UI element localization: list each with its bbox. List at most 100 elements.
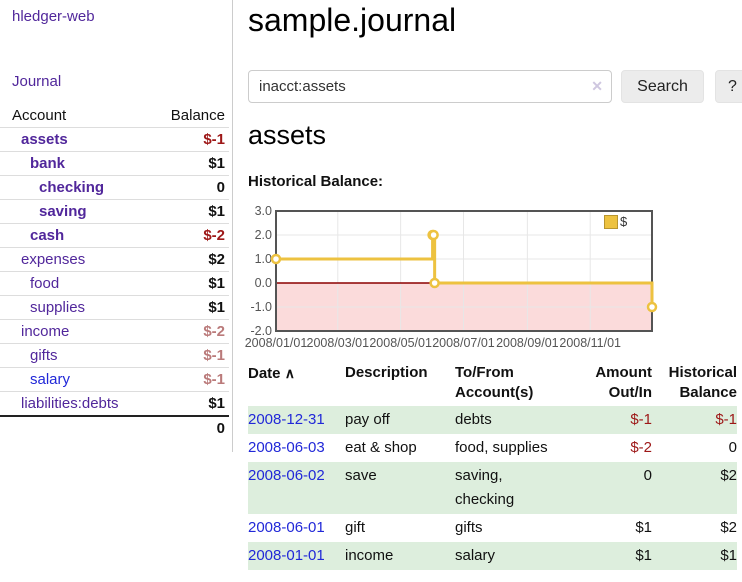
account-row: expenses $2: [0, 248, 229, 272]
sidebar-account-saving[interactable]: saving: [39, 203, 87, 220]
transaction-row[interactable]: 2008-06-01 giftgifts$1$2: [248, 514, 737, 542]
transaction-row[interactable]: 2008-12-31pay offdebts$-1$-1: [248, 406, 737, 434]
transaction-description: income: [345, 542, 455, 570]
y-tick-label: 2.0: [242, 227, 272, 243]
x-tick-label: 2008/01/01: [245, 336, 308, 350]
search-button[interactable]: Search: [621, 70, 704, 103]
transaction-date-link[interactable]: 2008-06-03: [248, 439, 325, 456]
transaction-accounts: food, supplies: [455, 434, 567, 462]
transaction-amount: $1: [567, 514, 652, 542]
y-tick-label: 3.0: [242, 203, 272, 219]
transaction-description: eat & shop: [345, 434, 455, 462]
account-balance: $-2: [154, 224, 229, 248]
page-title: sample.journal: [248, 2, 456, 39]
transaction-date-link[interactable]: 2008-06-01: [248, 519, 325, 536]
account-row: liabilities:debts $1: [0, 392, 229, 417]
transaction-balance: $2: [652, 462, 737, 514]
transaction-description: gift: [345, 514, 455, 542]
transaction-balance: $2: [652, 514, 737, 542]
account-balance: $1: [154, 152, 229, 176]
account-balance: $2: [154, 248, 229, 272]
account-row: bank $1: [0, 152, 229, 176]
account-row: gifts$-1: [0, 344, 229, 368]
accounts-table: Account Balance assets $-1 bank $1 checking 0…: [0, 104, 229, 440]
amount-column-header: Amount Out/In: [567, 360, 652, 406]
sidebar-account-income[interactable]: income: [21, 323, 69, 340]
search-input[interactable]: [248, 70, 612, 103]
account-balance: $1: [154, 392, 229, 417]
transaction-accounts: salary: [455, 542, 567, 570]
series-color-swatch: [604, 215, 618, 229]
transaction-date-link[interactable]: 2008-01-01: [248, 547, 325, 564]
sidebar-account-food[interactable]: food: [30, 275, 59, 292]
register-header-row: Date ∧ Description To/From Account(s) Am…: [248, 360, 737, 406]
chart-title: Historical Balance:: [248, 173, 383, 190]
account-row: income $-2: [0, 320, 229, 344]
search-form: ✕ Search ?: [248, 70, 742, 104]
account-balance: $1: [154, 272, 229, 296]
balance-column-header-register: Historical Balance: [652, 360, 737, 406]
account-row: salary $-1: [0, 368, 229, 392]
y-tick-label: 1.0: [242, 251, 272, 267]
date-column-header[interactable]: Date ∧: [248, 360, 345, 406]
account-balance: $1: [154, 200, 229, 224]
brand-link[interactable]: hledger-web: [12, 8, 95, 25]
main-content: sample.journal ✕ Search ? assets Histori…: [248, 0, 742, 582]
transaction-row[interactable]: 2008-01-01incomesalary$1$1: [248, 542, 737, 570]
account-heading: assets: [248, 120, 326, 151]
account-balance: $-2: [154, 320, 229, 344]
account-row: food $1: [0, 272, 229, 296]
transaction-row[interactable]: 2008-06-02 savesaving, checking0$2: [248, 462, 737, 514]
account-row: supplies $1: [0, 296, 229, 320]
clear-search-icon[interactable]: ✕: [591, 78, 603, 95]
sidebar: hledger-web Journal Account Balance asse…: [0, 0, 233, 452]
sidebar-account-salary[interactable]: salary: [30, 371, 70, 388]
accounts-total-row: 0: [0, 416, 229, 440]
sidebar-account-cash[interactable]: cash: [30, 227, 64, 244]
transaction-balance: $-1: [652, 406, 737, 434]
sidebar-account-expenses[interactable]: expenses: [21, 251, 85, 268]
accounts-total-balance: 0: [154, 416, 229, 440]
transaction-description: pay off: [345, 406, 455, 434]
transaction-accounts: gifts: [455, 514, 567, 542]
account-balance: $-1: [154, 368, 229, 392]
account-balance: $1: [154, 296, 229, 320]
x-tick-label: 2008/09/01: [496, 336, 559, 350]
transaction-amount: $-1: [567, 406, 652, 434]
legend-label: $: [620, 214, 627, 229]
account-row: assets $-1: [0, 128, 229, 152]
chart-plot: [269, 204, 659, 344]
sidebar-account-checking[interactable]: checking: [39, 179, 104, 196]
account-balance: $-1: [154, 128, 229, 152]
transaction-amount: $-2: [567, 434, 652, 462]
sidebar-item-journal[interactable]: Journal: [12, 73, 61, 90]
transaction-accounts: saving, checking: [455, 462, 567, 514]
register-table: Date ∧ Description To/From Account(s) Am…: [248, 360, 737, 570]
y-tick-label: -1.0: [242, 299, 272, 315]
transaction-date-link[interactable]: 2008-12-31: [248, 411, 325, 428]
sidebar-account-gifts[interactable]: gifts: [30, 347, 58, 364]
transaction-description: save: [345, 462, 455, 514]
account-column-header: Account: [0, 104, 154, 128]
y-tick-label: 0.0: [242, 275, 272, 291]
transaction-balance: 0: [652, 434, 737, 462]
x-tick-label: 2008/11/01: [559, 336, 621, 350]
x-tick-label: 2008/05/01: [369, 336, 432, 350]
sort-ascending-icon: ∧: [285, 365, 295, 381]
help-button[interactable]: ?: [715, 70, 742, 103]
transaction-date-link[interactable]: 2008-06-02: [248, 467, 325, 484]
sidebar-account-supplies[interactable]: supplies: [30, 299, 85, 316]
accounts-column-header: To/From Account(s): [455, 360, 567, 406]
sidebar-account-bank[interactable]: bank: [30, 155, 65, 172]
transaction-amount: 0: [567, 462, 652, 514]
description-column-header: Description: [345, 360, 455, 406]
transaction-amount: $1: [567, 542, 652, 570]
sidebar-account-assets[interactable]: assets: [21, 131, 68, 148]
x-tick-label: 2008/07/01: [432, 336, 495, 350]
accounts-table-header: Account Balance: [0, 104, 229, 128]
x-tick-label: 2008/03/01: [307, 336, 370, 350]
transaction-row[interactable]: 2008-06-03 eat & shopfood, supplies$-20: [248, 434, 737, 462]
register-tbody: 2008-12-31pay offdebts$-1$-12008-06-03ea…: [248, 406, 737, 570]
transaction-balance: $1: [652, 542, 737, 570]
sidebar-account-liabilities-debts[interactable]: liabilities:debts: [21, 395, 119, 412]
